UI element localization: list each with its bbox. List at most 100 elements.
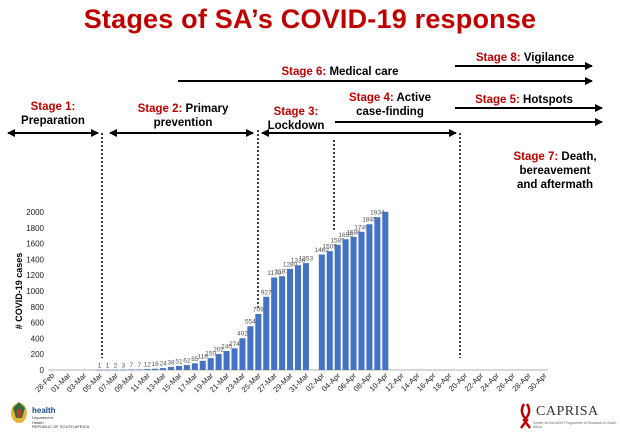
bar (302, 263, 309, 370)
stage4-text-1: Active (393, 92, 432, 104)
bar (350, 236, 357, 370)
data-label: 927 (261, 289, 272, 296)
red-ribbon-icon (520, 403, 531, 429)
cases-bar-chart: # COVID-19 cases020040060080010001200140… (14, 208, 549, 394)
stage8-label: Stage 8: Vigilance (470, 51, 580, 65)
data-label: 1686 (346, 229, 361, 236)
stage7-text-2: bereavement (519, 165, 591, 177)
stage5-number: Stage 5: (475, 94, 520, 106)
data-label: 1845 (362, 217, 377, 224)
y-tick-label: 1800 (26, 224, 44, 233)
stage4-label: Stage 4: Active case-finding (335, 91, 445, 119)
bar (247, 326, 254, 370)
stage1-label: Stage 1: Preparation (10, 100, 96, 128)
bar (120, 369, 127, 371)
data-label: 7 (130, 362, 134, 369)
y-tick-label: 1200 (26, 271, 44, 280)
y-tick-label: 1600 (26, 240, 44, 249)
data-label: 16 (152, 361, 160, 368)
bar (215, 354, 222, 370)
data-label: 554 (245, 319, 256, 326)
page-title: Stages of SA’s COVID-19 response (83, 4, 537, 34)
stage3-label: Stage 3: Lockdown (264, 105, 328, 133)
bar (294, 265, 302, 370)
data-label: 24 (159, 361, 167, 368)
data-label: 51 (175, 358, 183, 365)
bar (168, 366, 175, 370)
stage7-text-1: Death, (558, 151, 597, 163)
bar (223, 351, 230, 370)
sa-coat-of-arms-logo (11, 402, 27, 423)
dept-line-3: REPUBLIC OF SOUTH AFRICA (32, 424, 90, 429)
dept-line-1: Department: (32, 415, 55, 420)
bar (160, 368, 167, 370)
y-tick-label: 600 (31, 319, 45, 328)
stage2-label: Stage 2: Primary prevention (128, 102, 238, 130)
stage4-text-2: case-finding (356, 106, 424, 118)
bar (287, 268, 294, 370)
data-label: 85 (191, 356, 199, 363)
bar (104, 369, 111, 371)
bar (112, 369, 119, 371)
stage2-number: Stage 2: (137, 103, 183, 115)
x-tick-label: 30-Apr (526, 371, 549, 394)
data-label: 1 (106, 362, 110, 369)
bar (263, 296, 270, 370)
data-label: 1655 (338, 232, 353, 239)
bar (175, 365, 182, 370)
data-label: 38 (167, 359, 175, 366)
stage3-text: Lockdown (267, 120, 325, 132)
bar (271, 277, 278, 370)
bar (334, 244, 341, 370)
bar (279, 276, 286, 370)
caprisa-subtitle: Centre for the AIDS Programme of Researc… (533, 421, 617, 429)
data-label: 3 (122, 362, 126, 369)
data-label: 402 (237, 331, 248, 338)
bar (191, 363, 198, 370)
data-label: 1462 (315, 247, 330, 254)
bar (128, 369, 135, 371)
stage5-text: Hotspots (519, 94, 573, 106)
bar (326, 251, 333, 370)
stage6-label: Stage 6: Medical care (275, 65, 405, 79)
dept-line-2: Health (32, 419, 44, 425)
stage3-number: Stage 3: (273, 106, 319, 118)
data-label: 1187 (275, 269, 289, 276)
stage1-number: Stage 1: (30, 101, 76, 113)
stage8-text: Vigilance (520, 52, 575, 64)
stage2-text-2: prevention (153, 117, 213, 129)
y-tick-label: 1000 (26, 287, 44, 296)
bar (199, 360, 206, 370)
bar (358, 231, 365, 370)
bar (374, 217, 381, 370)
data-label: 202 (213, 347, 224, 354)
stage5-label: Stage 5: Hotspots (464, 93, 584, 107)
stage4-number: Stage 4: (348, 92, 394, 104)
caprisa-logo: CAPRISA (536, 404, 599, 419)
health-logo-text: health (32, 406, 56, 415)
y-tick-label: 1400 (26, 255, 44, 264)
data-label: 1505 (323, 244, 338, 251)
data-label: 12 (144, 362, 152, 369)
y-tick-label: 0 (40, 366, 45, 375)
bar (382, 211, 389, 370)
bar (342, 239, 349, 370)
data-label: 1326 (291, 258, 306, 265)
data-label: 2 (114, 362, 118, 369)
data-label: 1585 (330, 237, 345, 244)
data-label: 62 (183, 358, 191, 365)
y-tick-label: 400 (31, 334, 45, 343)
y-tick-label: 200 (31, 350, 45, 359)
data-label: 7 (137, 362, 141, 369)
y-tick-label: 800 (31, 303, 45, 312)
bar (366, 224, 373, 370)
bar (318, 254, 325, 370)
stage8-number: Stage 8: (475, 52, 521, 64)
bar (96, 369, 103, 371)
stage6-text: Medical care (326, 66, 399, 78)
data-label: 1934 (370, 210, 385, 217)
bar (255, 313, 262, 370)
health-dept-text: Department: Health REPUBLIC OF SOUTH AFR… (32, 415, 90, 430)
